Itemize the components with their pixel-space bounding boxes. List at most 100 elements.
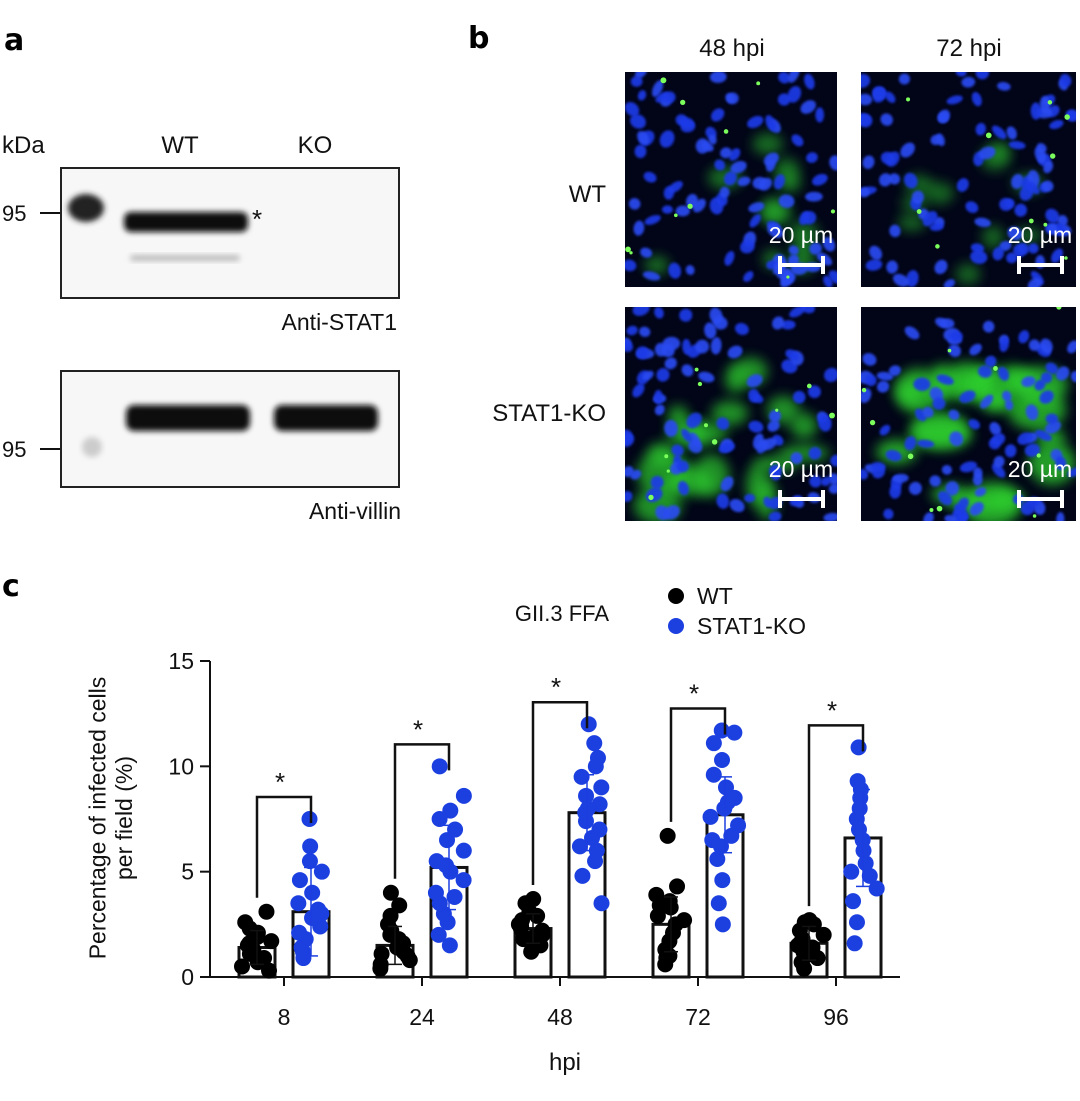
legend-label-ko: STAT1-KO — [697, 613, 806, 639]
row-stat1-ko-label: STAT1-KO — [492, 400, 606, 427]
column-48hpi-label: 48 hpi — [699, 35, 764, 62]
significance-bracket — [807, 724, 865, 907]
data-point — [455, 787, 472, 804]
scale-bar-label: 20 µm — [769, 456, 833, 482]
data-point — [714, 752, 731, 769]
scale-bar-label: 20 µm — [1008, 456, 1072, 482]
data-point — [591, 821, 608, 838]
data-point — [714, 916, 731, 933]
micrograph-wt-48hpi: 20 µm — [625, 72, 837, 287]
ladder-band-faint — [82, 437, 102, 457]
data-point — [455, 872, 472, 889]
data-point — [676, 912, 693, 929]
data-point — [713, 722, 730, 739]
data-point — [437, 857, 454, 874]
y-tick-label: 15 — [168, 648, 194, 674]
significance-asterisk: * — [827, 695, 837, 725]
data-point — [849, 773, 866, 790]
significance-asterisk: * — [275, 767, 285, 797]
panel-a-letter: a — [4, 23, 24, 58]
data-point — [382, 884, 399, 901]
scale-bar — [1017, 256, 1064, 274]
marker-95-bottom: 95 — [2, 437, 26, 462]
data-point — [710, 895, 727, 912]
y-tick-label: 5 — [181, 859, 194, 885]
data-point — [241, 935, 258, 952]
scale-bar — [1017, 490, 1064, 508]
data-point — [373, 945, 390, 962]
scale-bar-label: 20 µm — [1008, 222, 1072, 248]
scale-bar — [778, 256, 825, 274]
anti-stat1-label: Anti-STAT1 — [282, 309, 397, 335]
data-point — [593, 895, 610, 912]
data-point — [455, 842, 472, 859]
data-point — [313, 863, 330, 880]
data-point — [586, 735, 603, 752]
data-point — [310, 901, 327, 918]
data-point — [661, 947, 678, 964]
data-point — [513, 918, 530, 935]
data-point — [580, 716, 597, 733]
lane-ko-label: KO — [298, 132, 333, 159]
data-point — [291, 872, 308, 889]
stat1-faint-band — [130, 255, 240, 261]
stat1-blot — [60, 167, 400, 299]
significance-bracket — [531, 700, 589, 886]
data-point — [261, 962, 278, 979]
lane-wt-label: WT — [161, 132, 199, 159]
data-point — [295, 943, 312, 960]
panel-c: c GII.3 FFA WT STAT1-KO hpi Percentage o… — [2, 569, 900, 1076]
row-wt-label: WT — [569, 181, 607, 208]
data-point — [574, 867, 591, 884]
significance-bracket — [393, 743, 451, 879]
data-point — [659, 827, 676, 844]
stat1-asterisk: * — [252, 204, 262, 234]
panel-a: a kDa WT KO * 95 Anti-STAT1 95 Anti-vill… — [2, 23, 401, 524]
data-point — [427, 884, 444, 901]
ladder-band — [68, 194, 104, 222]
y-tick-label: 0 — [181, 964, 194, 990]
significance-asterisk: * — [413, 714, 423, 744]
data-point — [846, 935, 863, 952]
anti-villin-label: Anti-villin — [309, 498, 401, 524]
x-tick-label: 24 — [409, 1004, 435, 1030]
significance-bracket — [255, 795, 313, 898]
data-point — [848, 914, 865, 931]
data-point — [431, 758, 448, 775]
data-point — [588, 842, 605, 859]
data-point — [301, 853, 318, 870]
data-point — [789, 937, 806, 954]
data-point — [258, 903, 275, 920]
legend-marker-wt — [668, 588, 684, 604]
data-point — [809, 950, 826, 967]
data-point — [714, 872, 731, 889]
micrograph-ko-48hpi: 20 µm — [625, 307, 837, 521]
data-point — [861, 867, 878, 884]
data-point — [845, 893, 862, 910]
chart-legend: WT STAT1-KO — [668, 583, 806, 639]
data-point — [843, 863, 860, 880]
data-point — [705, 766, 722, 783]
data-point — [291, 924, 308, 941]
villin-band-ko — [274, 405, 378, 431]
data-point — [815, 926, 832, 943]
data-point — [525, 891, 542, 908]
data-point — [391, 897, 408, 914]
data-point — [301, 811, 318, 827]
significance-asterisk: * — [689, 679, 699, 709]
chart-title: GII.3 FFA — [515, 601, 609, 626]
data-point — [705, 735, 722, 752]
data-point — [441, 937, 458, 954]
legend-label-wt: WT — [697, 583, 733, 609]
data-point — [719, 794, 736, 811]
data-point — [709, 851, 726, 868]
data-point — [290, 895, 307, 912]
panel-b: b 48 hpi 72 hpi WT STAT1-KO 20 µm 20 µm 20… — [468, 21, 1076, 521]
villin-blot — [60, 370, 400, 488]
x-tick-label: 48 — [547, 1004, 573, 1030]
micrograph-ko-72hpi: 20 µm — [861, 307, 1076, 521]
data-point — [857, 855, 874, 872]
data-point — [702, 808, 719, 825]
data-point — [573, 768, 590, 785]
